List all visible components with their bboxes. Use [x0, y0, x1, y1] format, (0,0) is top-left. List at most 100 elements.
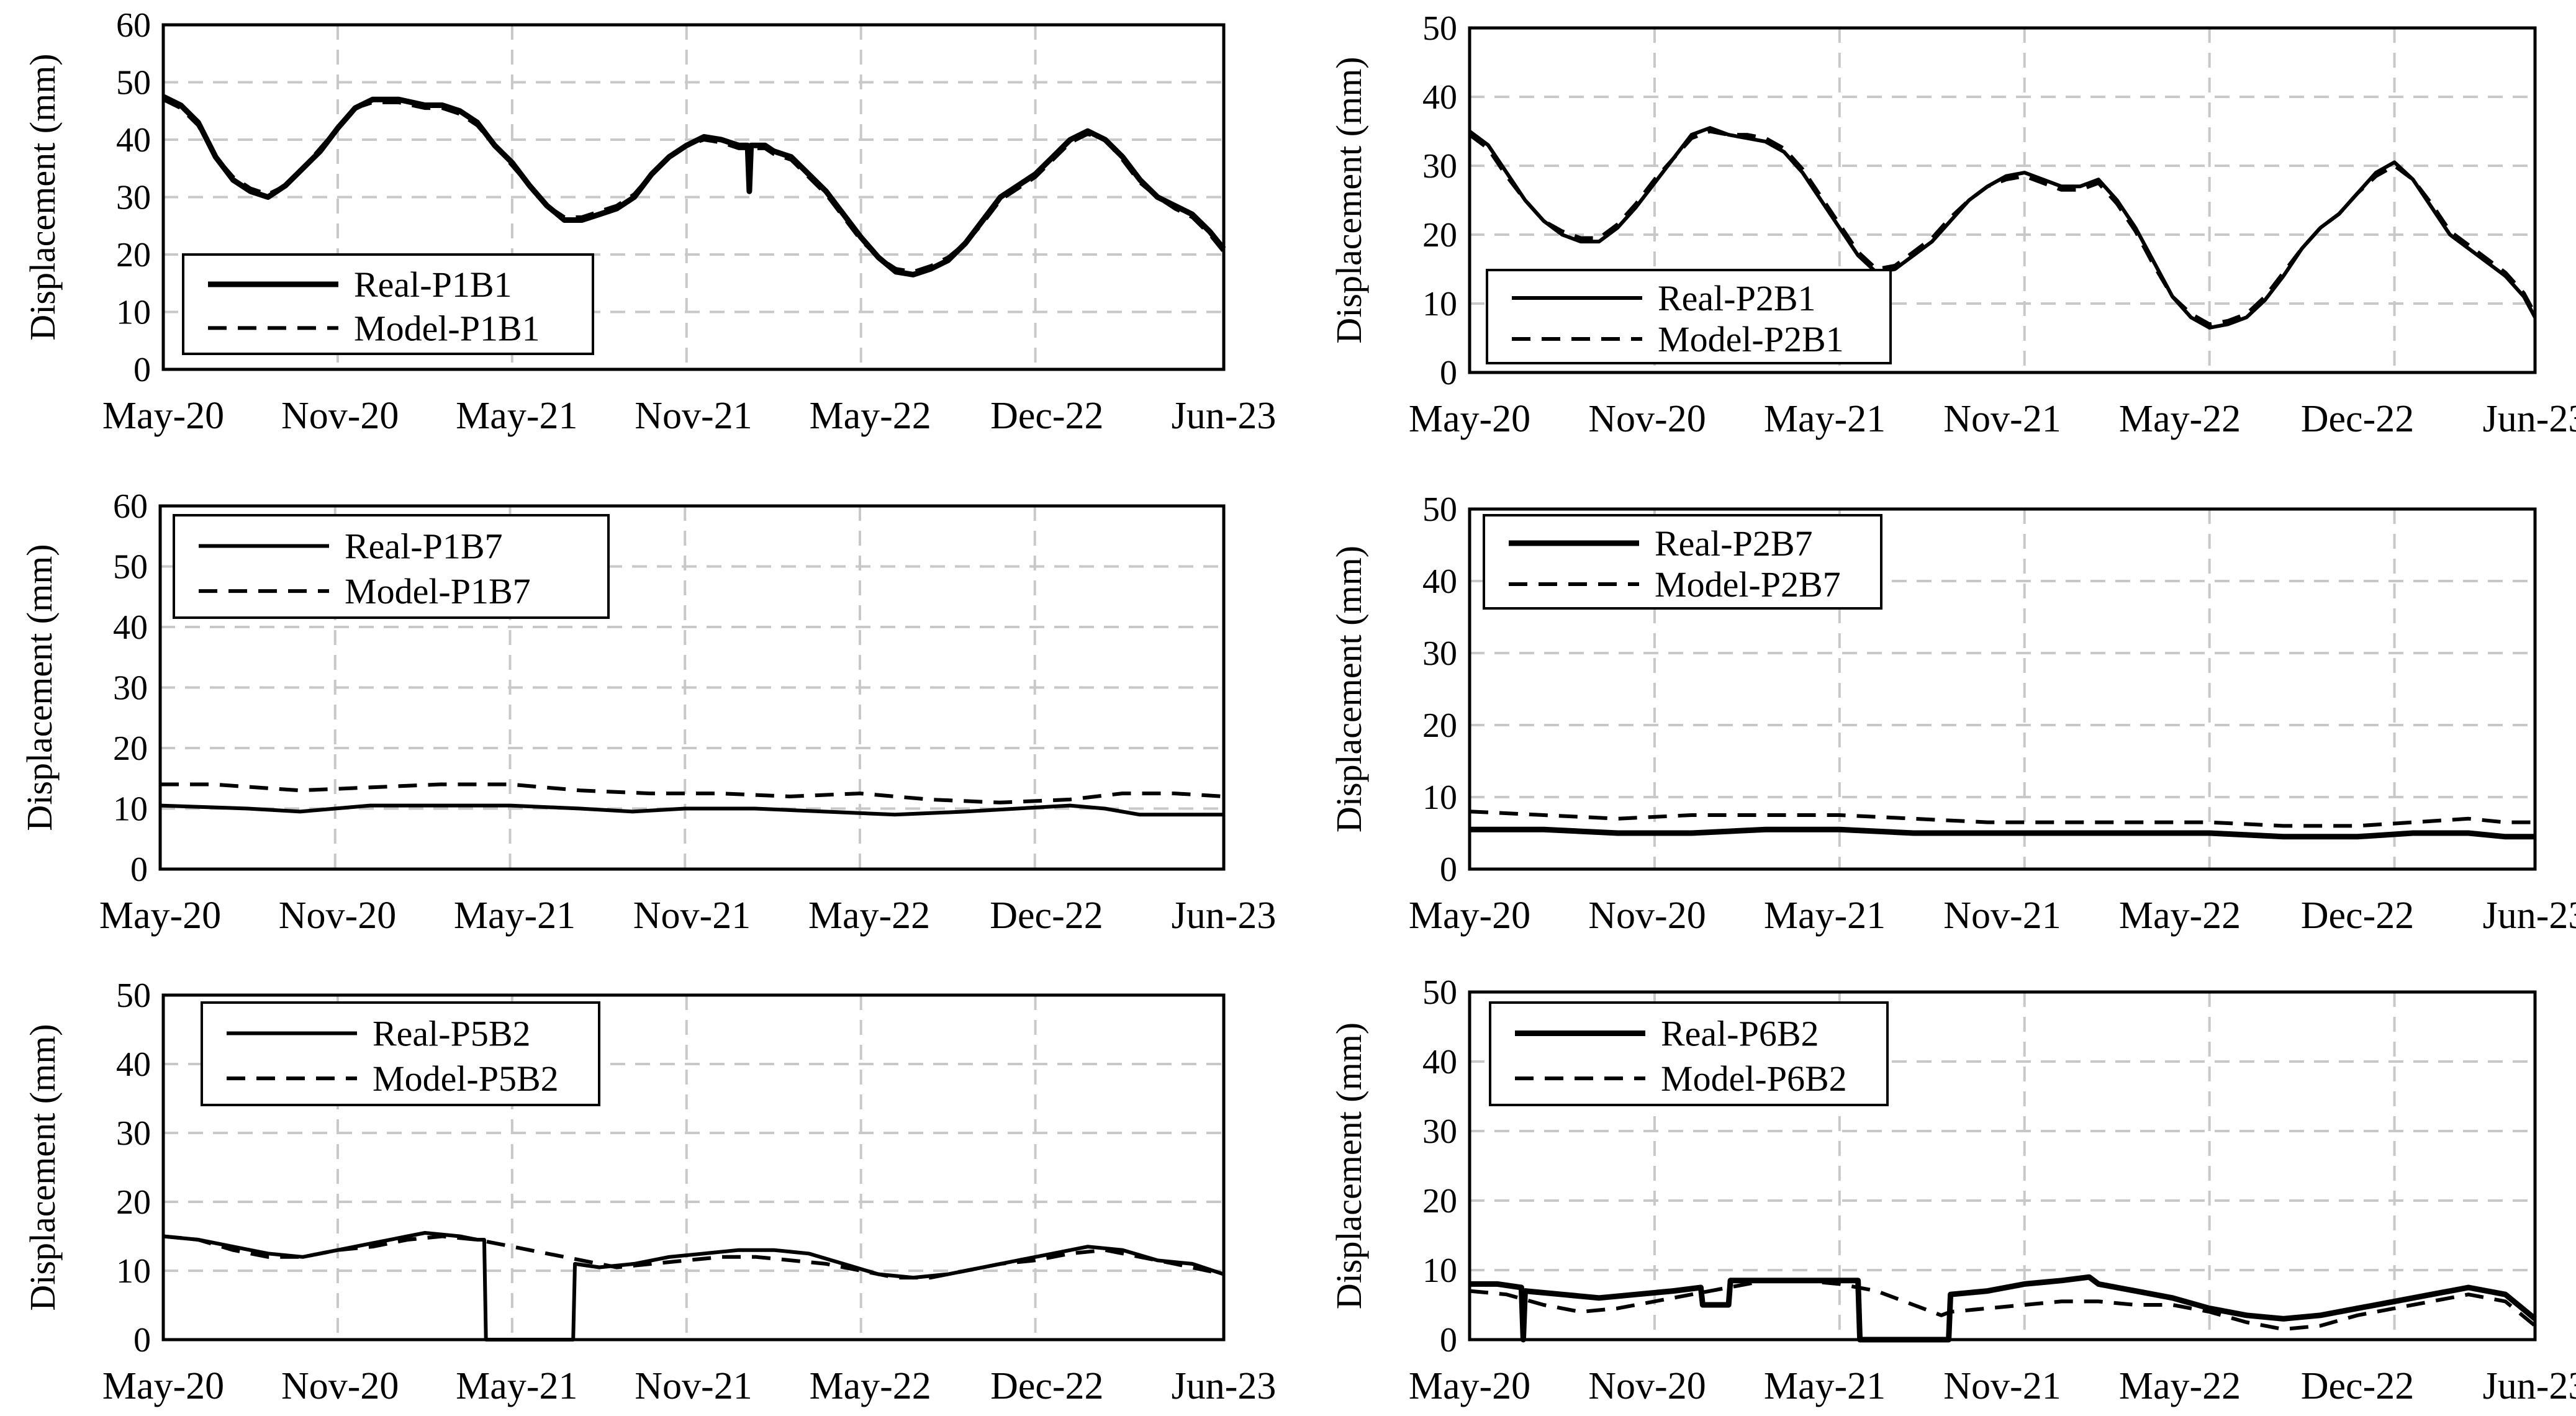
plot-frame	[158, 504, 1226, 871]
chart-panel-2: 0 10 20 30 40 50 May-20 Nov-20 May-21 Nov-21 May-2…	[1329, 9, 2576, 440]
y-tick-label: 20	[1422, 1182, 1457, 1220]
chart-panel-3: 0 10 20 30 40 50 60 May-20 Nov-20 May-21 Nov-21 May…	[19, 487, 1276, 937]
series-line-model-p2b7	[1469, 809, 2535, 828]
y-tick-label: 10	[1422, 285, 1457, 323]
chart-panel-1: 0 10 20 30 40 50 60 May-20 Nov-20 May-21 Nov-21 May…	[22, 6, 1276, 437]
y-tick-label: 20	[1422, 706, 1457, 745]
x-tick-label: Nov-21	[633, 895, 751, 937]
y-axis-label: Displacement (mm)	[1329, 546, 1369, 832]
y-tick-label: 50	[1422, 9, 1457, 48]
x-tick-label: Nov-20	[279, 895, 396, 937]
y-axis-label: Displacement (mm)	[22, 53, 63, 340]
legend-label: Model-P1B1	[354, 308, 540, 348]
series-line-real-p2b1	[1468, 126, 2537, 330]
x-tick-label: May-20	[99, 895, 221, 937]
legend-box	[1486, 269, 1892, 364]
y-tick-label: 0	[1440, 354, 1457, 392]
legend-label: Real-P1B1	[354, 264, 512, 305]
legend-box	[201, 1001, 600, 1106]
plot-frame	[1468, 26, 2537, 374]
x-tick-label: May-22	[2119, 398, 2241, 440]
y-tick-label: 50	[1422, 973, 1457, 1012]
y-tick-label: 20	[116, 236, 151, 274]
y-axis-label: Displacement (mm)	[1329, 1022, 1369, 1309]
x-tick-label: May-22	[810, 395, 931, 437]
chart-panel-5: 0 10 20 30 40 50 May-20 Nov-20 May-21 Nov-21 May-2…	[22, 976, 1276, 1407]
legend-label: Real-P2B7	[1655, 523, 1813, 564]
y-tick-label: 10	[116, 1252, 151, 1291]
x-tick-label: Nov-21	[635, 395, 752, 437]
y-tick-label: 30	[1422, 147, 1457, 186]
legend-label: Real-P6B2	[1661, 1014, 1819, 1054]
y-tick-label: 10	[116, 294, 151, 332]
x-tick-label: Nov-20	[1588, 1365, 1706, 1407]
y-tick-label: 50	[1422, 490, 1457, 529]
x-tick-label: Nov-21	[1943, 1365, 2061, 1407]
y-tick-label: 40	[116, 1045, 151, 1084]
x-tick-label: May-21	[454, 895, 576, 937]
legend-label: Real-P5B2	[373, 1014, 531, 1054]
y-tick-label: 30	[113, 669, 148, 708]
legend-label: Real-P1B7	[345, 526, 503, 567]
x-tick-label: May-20	[1409, 398, 1530, 440]
legend-box	[173, 514, 610, 619]
series-line-real-p1b1	[162, 94, 1226, 277]
x-tick-label: Jun-23	[1172, 395, 1277, 437]
legend-label: Model-P1B7	[345, 571, 531, 611]
y-tick-label: 50	[113, 548, 148, 587]
legend-box	[182, 253, 594, 355]
x-tick-label: Jun-23	[2483, 398, 2576, 440]
y-tick-label: 40	[116, 121, 151, 160]
x-tick-label: Jun-23	[2483, 895, 2576, 937]
y-tick-label: 30	[1422, 634, 1457, 673]
x-tick-label: Nov-21	[1943, 398, 2061, 440]
x-tick-label: Dec-22	[2301, 398, 2414, 440]
legend-label: Model-P6B2	[1661, 1058, 1847, 1099]
y-tick-label: 30	[116, 179, 151, 217]
x-tick-label: May-20	[1409, 895, 1530, 937]
legend-label: Model-P2B1	[1658, 319, 1844, 359]
y-axis-label: Displacement (mm)	[22, 1024, 63, 1310]
x-tick-label: May-21	[1764, 895, 1886, 937]
x-tick-label: Dec-22	[990, 395, 1103, 437]
chart-panel-4: 0 10 20 30 40 50 May-20 Nov-20 May-21 Nov-21 May-2…	[1329, 490, 2576, 937]
y-tick-label: 60	[113, 487, 148, 526]
y-tick-label: 10	[1422, 778, 1457, 817]
series-line-model-p2b1	[1468, 129, 2537, 327]
x-tick-label: Nov-20	[281, 395, 399, 437]
x-tick-label: May-22	[808, 895, 930, 937]
x-tick-label: May-20	[102, 1365, 224, 1407]
y-tick-label: 0	[133, 351, 151, 389]
y-tick-label: 50	[116, 64, 151, 102]
x-tick-label: May-22	[810, 1365, 931, 1407]
x-tick-label: Dec-22	[990, 895, 1103, 937]
x-tick-label: Dec-22	[990, 1365, 1103, 1407]
legend-label: Real-P2B1	[1658, 278, 1816, 318]
legend-label: Model-P2B7	[1655, 564, 1841, 605]
x-tick-label: May-22	[2119, 1365, 2241, 1407]
x-tick-label: May-21	[456, 395, 577, 437]
plot-frame	[161, 23, 1226, 371]
legend-box	[1483, 514, 1882, 610]
series-line-model-p6b2	[1469, 1278, 2536, 1332]
x-tick-label: Nov-20	[1588, 895, 1706, 937]
y-tick-label: 40	[1422, 562, 1457, 601]
y-tick-label: 0	[130, 850, 148, 889]
x-tick-label: May-21	[1764, 398, 1886, 440]
plot-frame	[161, 993, 1226, 1342]
series-line-model-p1b7	[160, 782, 1224, 805]
y-tick-label: 30	[1422, 1112, 1457, 1151]
x-tick-label: Dec-22	[2301, 1365, 2414, 1407]
plot-frame	[1468, 507, 2537, 871]
x-tick-label: May-22	[2119, 895, 2241, 937]
y-tick-label: 20	[113, 729, 148, 768]
x-tick-label: May-21	[456, 1365, 577, 1407]
y-tick-label: 0	[133, 1321, 151, 1360]
y-tick-label: 40	[113, 608, 148, 647]
legend-box	[1489, 1001, 1889, 1106]
x-tick-label: Jun-23	[1172, 1365, 1277, 1407]
